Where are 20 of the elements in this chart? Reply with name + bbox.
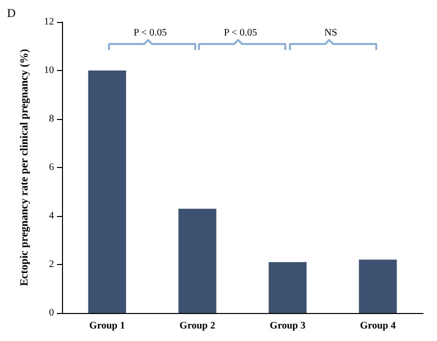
chart-title: D [7, 6, 16, 20]
y-tick-label: 8 [49, 114, 54, 124]
y-tick-label: 6 [49, 162, 54, 173]
bar [358, 260, 397, 313]
x-tick-label: Group 1 [89, 320, 125, 332]
y-tick-label: 0 [49, 308, 54, 318]
bar [88, 70, 126, 313]
x-tick-label: Group 3 [270, 320, 306, 332]
annotation: NS [324, 28, 338, 38]
bar [178, 208, 216, 313]
annotation: P < 0.05 [134, 28, 167, 38]
bar [268, 262, 307, 313]
y-axis-title: Ectopic pregnancy rate per clinical pregnancy (%) [18, 48, 30, 286]
y-tick-label: 10 [44, 65, 54, 76]
y-tick-label: 4 [49, 210, 54, 222]
x-tick-label: Group 4 [360, 320, 396, 332]
annotation: P < 0.05 [224, 28, 258, 38]
y-tick-label: 12 [44, 16, 54, 28]
y-tick-label: 2 [49, 259, 54, 270]
x-tick-label: Group 2 [180, 320, 216, 332]
